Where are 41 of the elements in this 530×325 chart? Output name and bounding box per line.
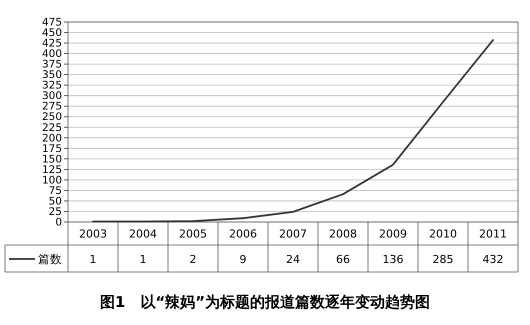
x-tick-label: 2004 (129, 228, 157, 240)
data-label: 1 (90, 253, 96, 266)
x-tick-label: 2009 (379, 228, 407, 240)
data-label: 9 (240, 253, 246, 266)
y-tick-label: 75 (48, 184, 62, 197)
y-tick-label: 350 (42, 69, 62, 82)
y-tick-label: 200 (42, 132, 62, 144)
data-label: 432 (482, 253, 504, 266)
y-tick-label: 125 (42, 164, 62, 176)
y-tick-label: 0 (55, 216, 62, 228)
y-tick-label: 400 (42, 48, 62, 60)
data-label: 136 (382, 253, 404, 266)
y-tick-label: 375 (42, 58, 62, 71)
data-label: 1 (140, 253, 146, 266)
x-tick-label: 2011 (479, 228, 507, 240)
x-tick-label: 2006 (229, 228, 257, 240)
data-label: 2 (190, 253, 196, 266)
y-tick-label: 175 (42, 142, 62, 155)
data-label: 66 (336, 253, 350, 266)
y-tick-label: 100 (42, 174, 62, 186)
line-series (92, 39, 494, 222)
y-tick-label: 300 (42, 90, 62, 102)
x-tick-label: 2008 (329, 228, 357, 240)
x-tick-label: 2007 (279, 228, 307, 240)
y-tick-label: 325 (42, 80, 62, 92)
data-label: 285 (432, 253, 454, 266)
y-tick-label: 150 (42, 153, 62, 166)
y-tick-label: 50 (48, 195, 62, 208)
x-tick-label: 2010 (429, 228, 457, 240)
y-tick-label: 450 (42, 27, 62, 40)
legend-label: 篇数 (38, 252, 62, 266)
y-tick-label: 250 (42, 111, 62, 124)
data-label: 24 (286, 253, 300, 266)
y-tick-label: 475 (42, 16, 62, 28)
text: 图1 以“辣妈”为标题的报道篇数逐年变动趋势图 (100, 293, 430, 311)
x-tick-label: 2005 (179, 228, 207, 240)
x-tick-label: 2003 (79, 228, 107, 240)
y-tick-label: 275 (42, 100, 62, 113)
y-tick-label: 225 (42, 122, 62, 134)
y-tick-label: 425 (42, 38, 62, 50)
y-tick-label: 25 (48, 206, 62, 218)
